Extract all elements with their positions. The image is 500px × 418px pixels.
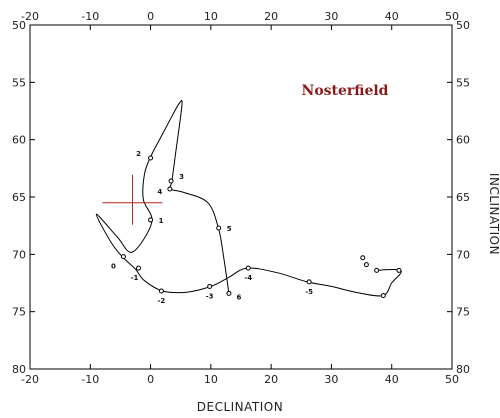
y-tick-label-left: 50: [12, 19, 26, 32]
data-point: [374, 267, 380, 273]
y-tick-label-right: 55: [456, 76, 470, 89]
x-tick-label-top: 40: [385, 10, 399, 23]
data-point: [216, 225, 222, 231]
data-point: [360, 255, 366, 261]
x-tick-label-bottom: 10: [204, 373, 218, 386]
data-point-label: 2: [136, 150, 141, 158]
data-point: [167, 186, 173, 192]
y-axis-title: INCLINATION: [487, 173, 500, 255]
x-tick-label-bottom: -10: [81, 373, 99, 386]
data-point-label: -1: [131, 274, 139, 282]
x-tick-label-top: 30: [324, 10, 338, 23]
chart-title: Nosterfield: [302, 83, 389, 99]
y-tick-label-right: 60: [456, 134, 470, 147]
x-tick-label-top: 20: [264, 10, 278, 23]
x-tick-label-bottom: 30: [324, 373, 338, 386]
x-tick-label-bottom: 50: [445, 373, 459, 386]
y-tick-label-left: 65: [12, 191, 26, 204]
y-tick-label-right: 65: [456, 191, 470, 204]
y-tick-label-left: 60: [12, 134, 26, 147]
data-markers: -5 -4 -3 -2 -1 0 1 2 3 4 5 6: [111, 150, 402, 305]
y-tick-label-left: 70: [12, 248, 26, 261]
x-tick-label-bottom: -20: [21, 373, 39, 386]
data-point: [148, 217, 154, 223]
axis-ticks: [29, 24, 453, 370]
data-point-label: 6: [237, 293, 242, 301]
reference-cross: [102, 174, 163, 225]
data-point: [207, 283, 213, 289]
y-tick-label-right: 50: [456, 19, 470, 32]
y-tick-label-right: 75: [456, 306, 470, 319]
x-axis-title: DECLINATION: [197, 400, 283, 414]
x-tick-label-top: 0: [147, 10, 154, 23]
data-point: [158, 288, 164, 294]
x-tick-label-top: 50: [445, 10, 459, 23]
data-point: [168, 178, 174, 184]
data-point-label: -4: [244, 274, 252, 282]
data-point-label: 3: [179, 173, 184, 181]
data-point: [120, 254, 126, 260]
y-tick-label-left: 55: [12, 76, 26, 89]
data-point: [363, 262, 369, 268]
data-point: [396, 267, 402, 273]
y-tick-label-left: 80: [12, 363, 26, 376]
data-point: [306, 279, 312, 285]
data-point-label: -2: [158, 297, 166, 305]
x-tick-label-bottom: 0: [147, 373, 154, 386]
data-point: [136, 265, 142, 271]
x-tick-label-bottom: 20: [264, 373, 278, 386]
data-point-label: -5: [305, 288, 313, 296]
plot-frame: [29, 24, 453, 370]
y-tick-label-right: 70: [456, 248, 470, 261]
y-tick-label-left: 75: [12, 306, 26, 319]
x-tick-label-top: -10: [81, 10, 99, 23]
x-tick-label-bottom: 40: [385, 373, 399, 386]
data-point-label: -3: [206, 292, 214, 300]
x-tick-label-top: -20: [21, 10, 39, 23]
data-point: [380, 293, 386, 299]
data-point: [226, 290, 232, 296]
data-point: [245, 265, 251, 271]
data-point-label: 1: [159, 217, 164, 225]
data-point-label: 4: [157, 188, 162, 196]
data-point-label: 0: [111, 263, 116, 271]
plot-border: [29, 24, 453, 370]
data-point: [148, 155, 154, 161]
x-tick-label-top: 10: [204, 10, 218, 23]
data-point-label: 5: [227, 225, 232, 233]
y-tick-label-right: 80: [456, 363, 470, 376]
